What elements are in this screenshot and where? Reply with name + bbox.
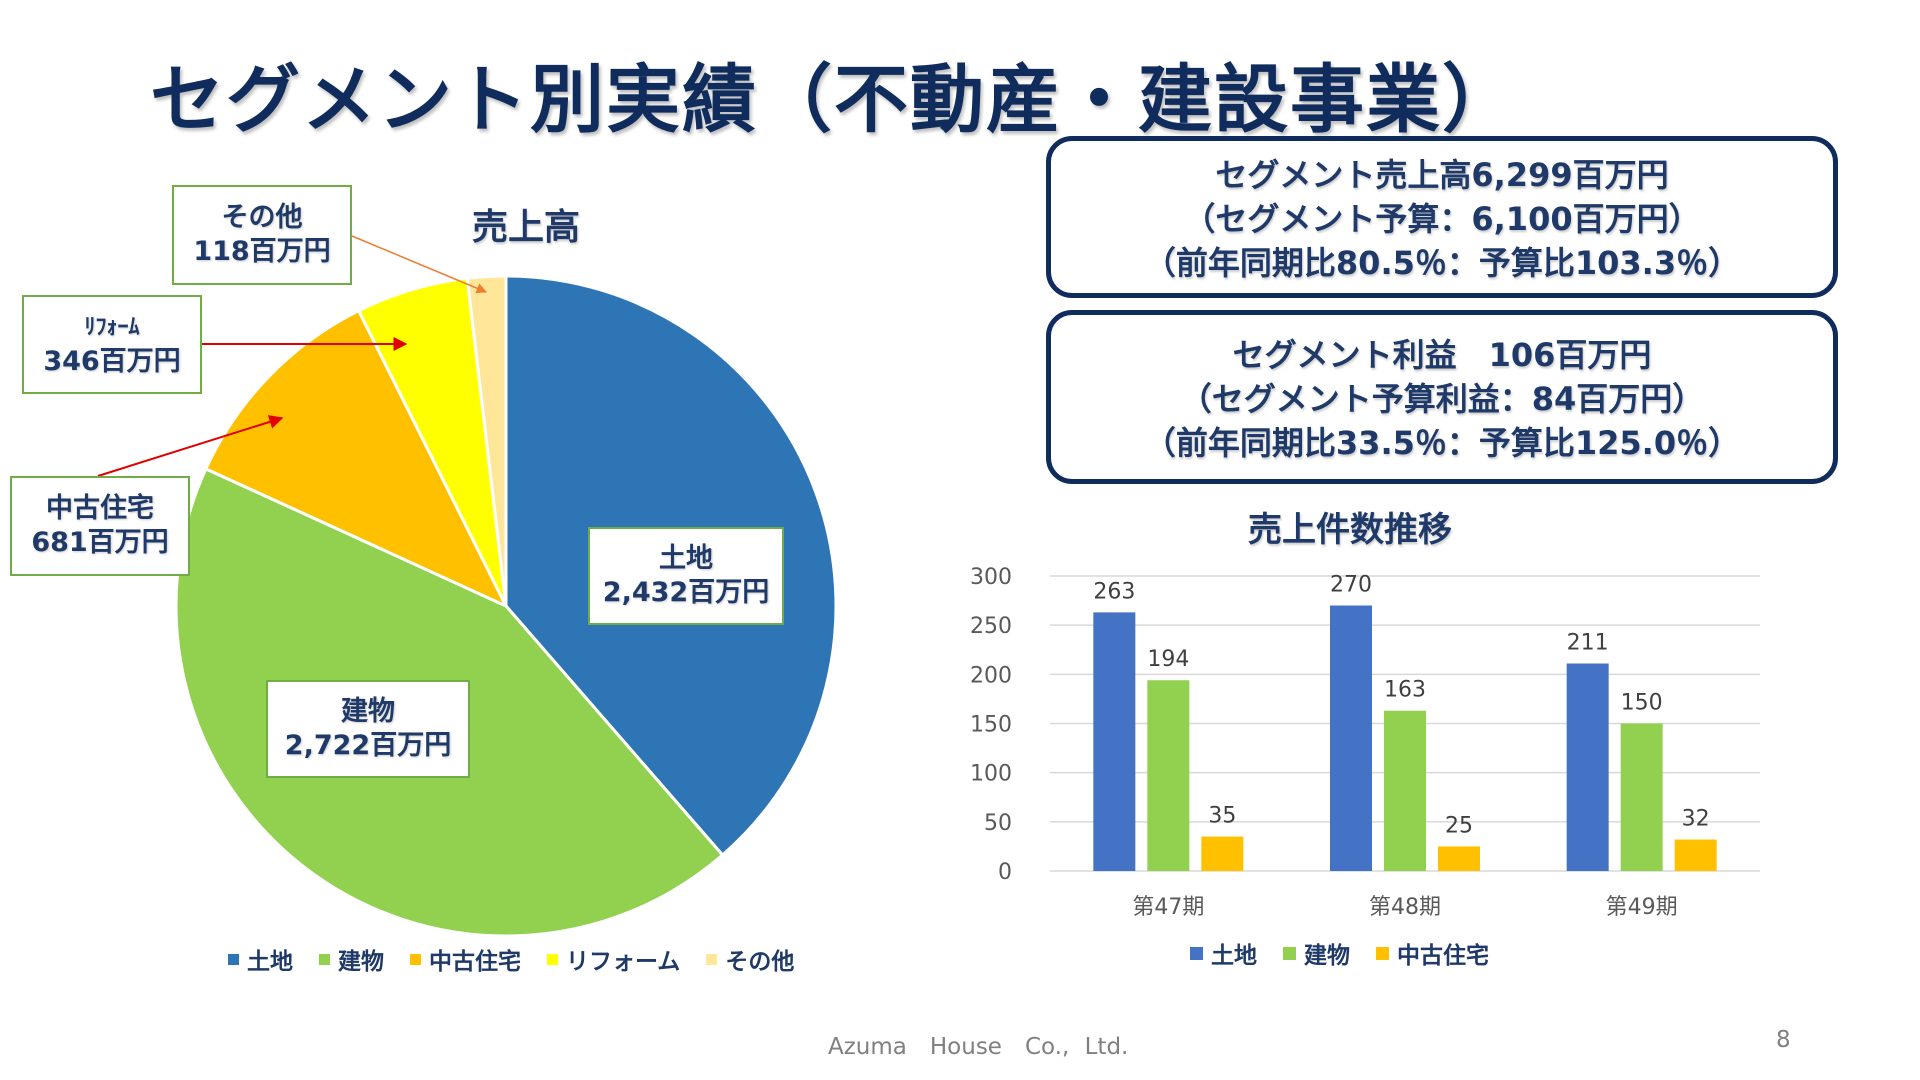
pie-label-reform-name: ﾘﾌｫｰﾑ bbox=[84, 314, 140, 340]
bar-x-category-label: 第47期 bbox=[1132, 895, 1204, 920]
pie-legend-item-reform: リフォーム bbox=[547, 942, 680, 976]
bar-legend-swatch-land bbox=[1190, 946, 1203, 960]
pie-slice-reform bbox=[356, 276, 508, 607]
pie-slice-other bbox=[465, 274, 508, 607]
pie-label-land-name: 土地 bbox=[659, 543, 713, 574]
bar-land bbox=[1566, 663, 1609, 871]
bar-data-label: 270 bbox=[1330, 573, 1372, 598]
bar-building bbox=[1147, 680, 1190, 871]
bar-used-house bbox=[1438, 846, 1480, 871]
profit-summary-line3: （前年同期比33.5％：予算比125.0％） bbox=[1143, 424, 1741, 462]
bar-data-label: 163 bbox=[1384, 678, 1426, 703]
pie-label-land: 土地 2,432百万円 bbox=[588, 527, 784, 625]
pie-slice-used-house bbox=[203, 308, 510, 610]
bar-data-label: 32 bbox=[1682, 807, 1710, 832]
bar-data-label: 263 bbox=[1093, 579, 1135, 604]
used-house-leader-arrow bbox=[97, 415, 284, 477]
bar-y-tick-label: 200 bbox=[970, 663, 1012, 688]
bar-legend-label-used-house: 中古住宅 bbox=[1397, 943, 1489, 969]
bar-used-house bbox=[1201, 836, 1244, 871]
pie-legend-label-building: 建物 bbox=[338, 949, 384, 975]
pie-legend-swatch-building bbox=[319, 953, 330, 965]
pie-legend-swatch-reform bbox=[547, 953, 558, 965]
pie-legend-label-land: 土地 bbox=[247, 949, 293, 975]
pie-legend-item-building: 建物 bbox=[319, 942, 384, 976]
bar-x-category-label: 第49期 bbox=[1606, 895, 1678, 920]
sales-summary-line1: セグメント売上高6,299百万円 bbox=[1215, 156, 1669, 194]
pie-label-used-house-name: 中古住宅 bbox=[46, 493, 154, 524]
pie-legend-swatch-land bbox=[228, 953, 239, 965]
bar-y-tick-label: 250 bbox=[970, 614, 1012, 639]
sales-summary-box: セグメント売上高6,299百万円 （セグメント予算：6,100百万円） （前年同… bbox=[1046, 136, 1838, 298]
pie-chart-title: 売上高 bbox=[472, 207, 581, 248]
pie-legend-item-used-house: 中古住宅 bbox=[410, 942, 521, 976]
pie-legend-swatch-other bbox=[706, 953, 718, 965]
pie-label-other-value: 118百万円 bbox=[193, 236, 331, 267]
bar-legend-swatch-building bbox=[1283, 946, 1296, 960]
bar-chart-title: 売上件数推移 bbox=[1248, 510, 1452, 550]
sales-summary-line2: （セグメント予算：6,100百万円） bbox=[1183, 200, 1701, 238]
bar-y-tick-label: 300 bbox=[970, 565, 1012, 590]
pie-legend-label-other: その他 bbox=[725, 949, 795, 975]
bar-legend-label-building: 建物 bbox=[1304, 943, 1350, 969]
bar-x-category-label: 第48期 bbox=[1369, 895, 1441, 920]
bar-building bbox=[1620, 723, 1663, 871]
bar-y-tick-label: 100 bbox=[970, 762, 1012, 787]
bar-legend-swatch-used-house bbox=[1376, 946, 1389, 960]
bar-legend: 土地 建物 中古住宅 bbox=[1190, 936, 1515, 970]
pie-label-land-value: 2,432百万円 bbox=[602, 577, 770, 608]
bar-y-tick-label: 50 bbox=[984, 811, 1012, 836]
bar-data-label: 194 bbox=[1147, 647, 1189, 672]
bar-used-house bbox=[1674, 839, 1717, 871]
pie-label-reform-value: 346百万円 bbox=[43, 345, 181, 377]
other-leader-arrow bbox=[351, 235, 487, 294]
pie-label-used-house: 中古住宅 681百万円 bbox=[10, 476, 190, 576]
bar-y-tick-label: 0 bbox=[998, 860, 1012, 885]
pie-legend-label-used-house: 中古住宅 bbox=[429, 949, 521, 975]
bar-y-tick-label: 150 bbox=[970, 713, 1012, 738]
pie-label-building-name: 建物 bbox=[341, 696, 395, 727]
profit-summary-box: セグメント利益 106百万円 （セグメント予算利益：84百万円） （前年同期比3… bbox=[1046, 310, 1838, 484]
bar-legend-item-used-house: 中古住宅 bbox=[1376, 936, 1489, 970]
bar-land bbox=[1093, 612, 1136, 871]
pie-legend-item-land: 土地 bbox=[228, 942, 293, 976]
page-title: セグメント別実績（不動産・建設事業） bbox=[150, 57, 1518, 143]
bar-data-label: 211 bbox=[1567, 631, 1609, 656]
bar-legend-item-land: 土地 bbox=[1190, 936, 1257, 970]
pie-legend-label-reform: リフォーム bbox=[566, 949, 681, 975]
profit-summary-line1: セグメント利益 106百万円 bbox=[1232, 336, 1652, 374]
pie-label-building: 建物 2,722百万円 bbox=[266, 680, 470, 778]
pie-label-reform: ﾘﾌｫｰﾑ 346百万円 bbox=[22, 295, 202, 394]
pie-legend-swatch-used-house bbox=[410, 953, 421, 965]
pie-legend-item-other: その他 bbox=[706, 942, 794, 976]
sales-summary-line3: （前年同期比80.5％：予算比103.3％） bbox=[1143, 244, 1741, 282]
profit-summary-line2: （セグメント予算利益：84百万円） bbox=[1179, 380, 1705, 418]
bar-data-label: 25 bbox=[1445, 813, 1473, 838]
pie-label-used-house-value: 681百万円 bbox=[31, 527, 169, 558]
bar-data-label: 150 bbox=[1621, 691, 1663, 716]
bar-data-label: 35 bbox=[1208, 804, 1236, 829]
bar-building bbox=[1384, 710, 1426, 871]
footer-company: Azuma House Co., Ltd. bbox=[828, 1034, 1129, 1060]
pie-label-other: その他 118百万円 bbox=[172, 185, 352, 285]
bar-legend-label-land: 土地 bbox=[1211, 943, 1257, 969]
bar-land bbox=[1330, 605, 1372, 871]
page-number: 8 bbox=[1776, 1027, 1791, 1053]
bar-legend-item-building: 建物 bbox=[1283, 936, 1350, 970]
pie-label-other-name: その他 bbox=[221, 202, 303, 233]
pie-label-building-value: 2,722百万円 bbox=[284, 730, 452, 761]
pie-legend: 土地 建物 中古住宅 リフォーム その他 bbox=[228, 942, 820, 976]
